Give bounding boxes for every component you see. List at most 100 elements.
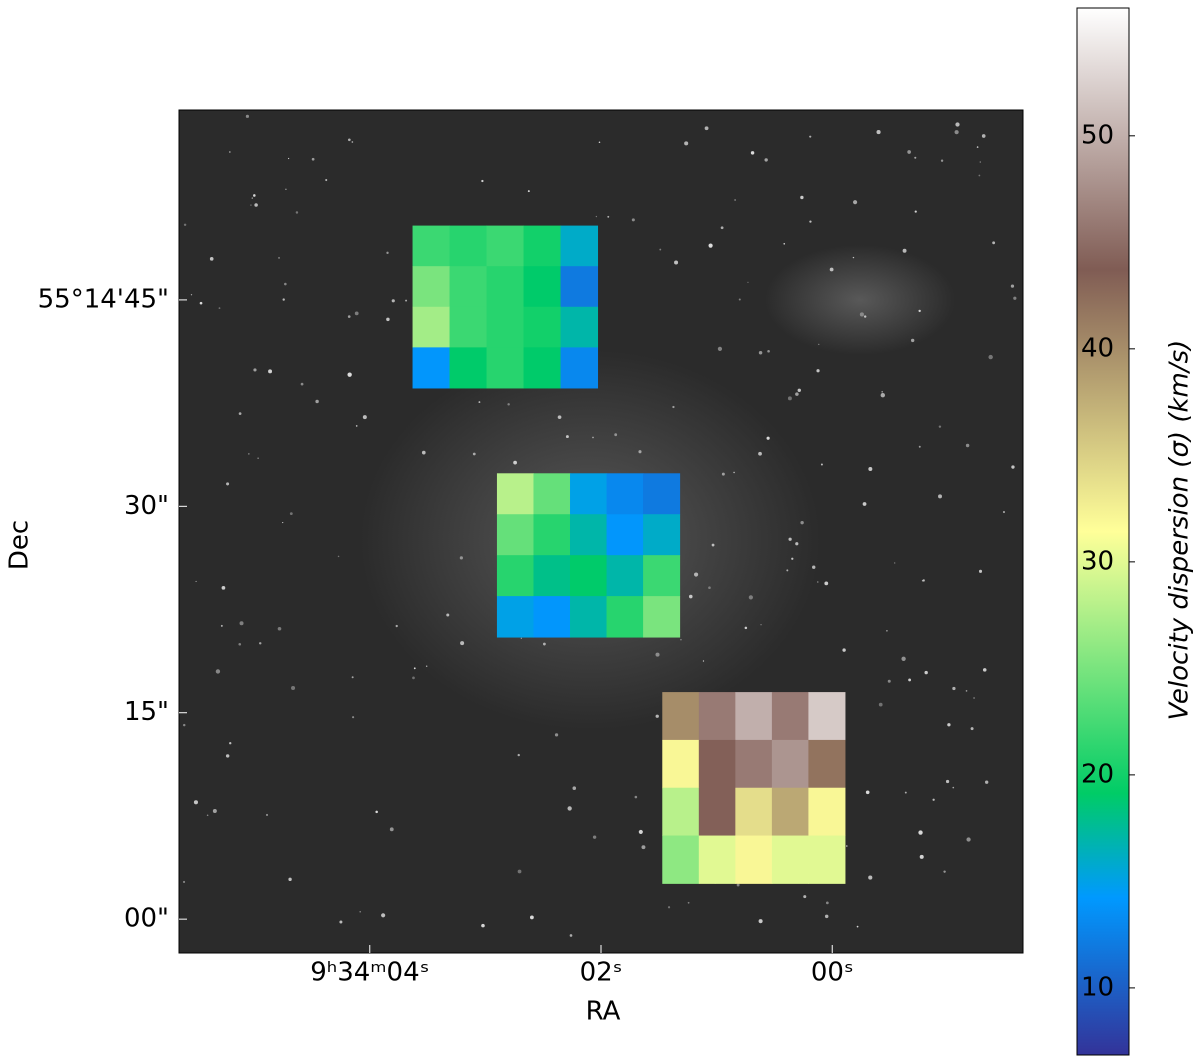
star [945,779,950,784]
star [856,925,859,928]
star [250,204,252,206]
star [907,150,911,154]
star [355,425,358,427]
star [638,829,643,834]
star [902,248,907,253]
star [517,753,520,757]
star [413,667,416,670]
star [209,257,214,261]
dispersion-cell [560,266,599,308]
dispersion-cell [496,514,534,556]
star [446,613,450,617]
star [918,445,921,448]
star [226,482,230,486]
dispersion-cell [523,266,562,308]
dispersion-cell [735,835,773,884]
dispersion-cell [523,306,562,348]
star [655,652,660,657]
star [557,415,562,420]
dispersion-cell [560,225,599,267]
star [389,827,394,832]
dispersion-cell [662,787,700,837]
star [225,754,230,758]
star [347,315,351,318]
star [788,537,792,541]
star [391,299,395,303]
star [507,403,510,406]
star [881,390,884,393]
star [812,565,816,569]
star [766,436,770,440]
star [982,668,987,672]
star [315,399,319,404]
star [190,294,193,296]
star [229,151,231,153]
star [688,594,693,599]
star [572,786,577,790]
dispersion-cell [570,514,608,556]
dispersion-cell [496,555,534,597]
y-tick-label: 00" [124,904,169,934]
dispersion-cell [698,835,736,884]
star [919,854,924,859]
dispersion-cell [606,555,644,597]
star [721,472,725,476]
star [894,562,896,564]
star [795,542,799,546]
dispersion-cell [698,787,736,837]
star [976,146,979,148]
star [199,301,203,305]
star [1013,296,1017,300]
star [954,130,959,135]
star [592,835,597,839]
dispersion-cell [560,306,599,348]
star [1002,511,1006,514]
star [829,267,834,272]
star [809,220,812,223]
star [783,242,786,245]
x-tick-label: 02ˢ [580,958,623,988]
star [1010,284,1015,288]
star [758,350,763,355]
dispersion-cell [449,306,488,348]
star [952,786,955,789]
colorbar-tick-label: 10 [1081,972,1114,1002]
star [717,346,723,351]
star [238,412,242,415]
star [862,502,867,506]
star [229,742,232,745]
dispersion-cell [662,835,700,884]
dispersion-cell [808,692,846,741]
dispersion-cell [533,473,571,515]
dispersion-cell [606,596,644,638]
star [985,780,989,784]
star [362,415,367,420]
dispersion-cell [449,266,488,308]
x-tick-label: 00ˢ [811,958,854,988]
star [285,188,287,190]
star [800,195,804,200]
star [527,190,530,193]
star [918,309,921,313]
star [386,317,390,322]
dispersion-cell [449,225,488,267]
star [704,126,709,131]
star [520,637,523,640]
star [886,630,888,632]
star [767,349,770,353]
star [764,158,768,162]
star [542,642,546,646]
star [265,813,269,816]
star [809,135,812,138]
star [992,241,996,245]
star [800,520,804,525]
dispersion-cell [735,692,773,741]
star [247,453,250,455]
star [288,157,290,160]
star [238,642,242,646]
star [878,702,883,707]
star [787,396,792,401]
dispersion-cell [412,347,451,389]
star [598,141,601,144]
